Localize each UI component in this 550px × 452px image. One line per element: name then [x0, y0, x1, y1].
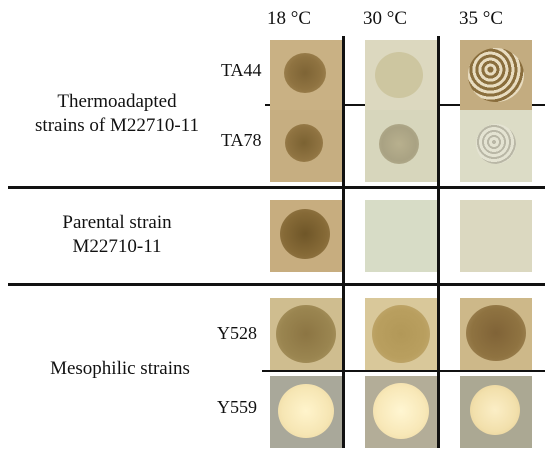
colony: [284, 53, 326, 93]
plate-y559-30c: [365, 376, 437, 448]
group-label-thermoadapted: Thermoadapted strains of M22710-11: [12, 90, 222, 138]
grid-horizontal-line: [8, 186, 545, 189]
plate-y559-35c: [460, 376, 532, 448]
grid-vertical-line: [437, 36, 440, 448]
plate-ta78-18c: [270, 110, 342, 182]
colony: [285, 124, 323, 162]
colony: [276, 305, 336, 363]
group-label-line: strains of M22710-11: [35, 115, 199, 136]
grid-horizontal-line: [262, 370, 545, 372]
column-header-30c: 30 °C: [362, 8, 408, 29]
strain-label-y528: Y528: [217, 323, 257, 343]
grid-vertical-line: [342, 36, 345, 448]
colony: [375, 52, 423, 98]
plate-ta78-35c: [460, 110, 532, 182]
colony: [466, 305, 526, 361]
colony: [373, 383, 429, 439]
group-label-line: M22710-11: [72, 236, 162, 257]
group-label-mesophilic: Mesophilic strains: [20, 357, 220, 381]
plate-y528-30c: [365, 298, 437, 370]
colony: [278, 384, 334, 438]
plate-parental-35c: [460, 200, 532, 272]
plate-ta44-30c: [365, 40, 437, 112]
group-label-parental: Parental strain M22710-11: [12, 211, 222, 259]
column-header-18c: 18 °C: [266, 8, 312, 29]
group-label-line: Thermoadapted: [57, 91, 177, 112]
colony: [379, 124, 419, 164]
plate-ta78-30c: [365, 110, 437, 182]
strain-label-y559: Y559: [217, 397, 257, 417]
group-label-line: Parental strain: [62, 212, 172, 233]
plate-parental-30c: [365, 200, 437, 272]
grid-horizontal-line: [8, 283, 545, 286]
colony: [468, 48, 524, 102]
plate-y559-18c: [270, 376, 342, 448]
plate-ta44-18c: [270, 40, 342, 112]
strain-label-ta44: TA44: [221, 60, 262, 80]
plate-parental-18c: [270, 200, 342, 272]
colony: [280, 209, 330, 259]
strain-label-ta78: TA78: [221, 130, 262, 150]
colony: [372, 305, 430, 363]
colony: [476, 124, 516, 164]
plate-y528-18c: [270, 298, 342, 370]
colony: [470, 385, 520, 435]
plate-y528-35c: [460, 298, 532, 370]
column-header-35c: 35 °C: [458, 8, 504, 29]
plate-ta44-35c: [460, 40, 532, 112]
group-label-line: Mesophilic strains: [50, 358, 190, 379]
